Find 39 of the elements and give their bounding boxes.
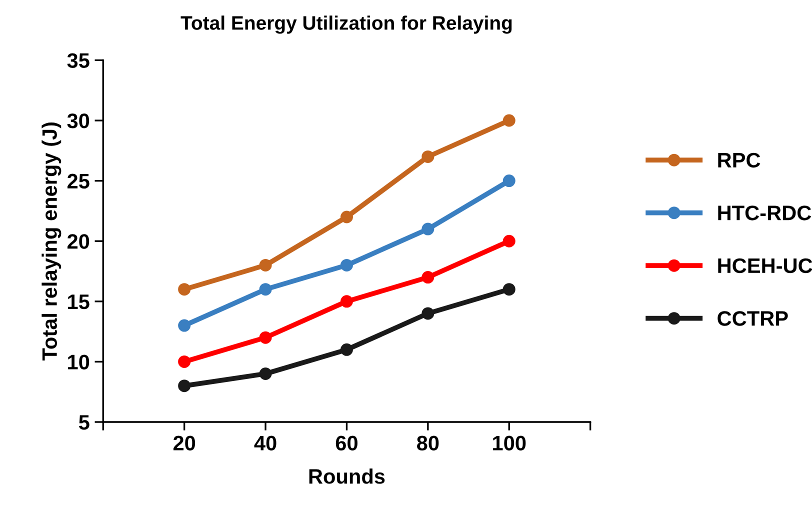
y-tick-label: 30 — [67, 114, 90, 128]
y-axis-title: Total relaying energy (J) — [42, 122, 62, 360]
point — [502, 174, 516, 188]
y-tick-label: 25 — [67, 174, 90, 189]
x-tick-label: 40 — [254, 436, 276, 450]
point — [259, 331, 272, 344]
chart-title: Total Energy Utilization for Relaying — [180, 16, 512, 34]
x-tick-label: 20 — [173, 436, 196, 450]
legend-label: HCEH-UC — [718, 258, 812, 274]
point — [422, 307, 434, 320]
point — [178, 355, 191, 368]
point — [340, 258, 353, 272]
x-tick-label: 60 — [336, 436, 358, 450]
point — [502, 234, 516, 248]
point — [178, 380, 191, 392]
y-tick-label: 15 — [68, 294, 90, 310]
y-tick-label: 35 — [67, 53, 90, 68]
point — [259, 283, 272, 296]
legend-label: CCTRP — [718, 311, 788, 326]
x-axis-title: Rounds — [309, 468, 385, 484]
point — [502, 283, 516, 296]
x-tick-label: 80 — [417, 436, 439, 450]
y-tick-label: 20 — [67, 234, 90, 249]
point — [502, 114, 516, 127]
point — [178, 319, 191, 332]
y-tick-label: 10 — [68, 354, 90, 370]
y-tick-label: 5 — [78, 415, 90, 430]
point — [422, 271, 434, 284]
point — [178, 283, 191, 296]
point — [259, 368, 272, 380]
point — [340, 295, 353, 308]
legend-label: HTC-RDC — [718, 206, 812, 220]
legend-label: RPC — [718, 152, 760, 168]
point — [340, 343, 353, 356]
point — [340, 210, 353, 224]
point — [422, 222, 434, 236]
point — [259, 258, 272, 272]
point — [422, 150, 434, 163]
x-tick-label: 100 — [493, 436, 526, 450]
